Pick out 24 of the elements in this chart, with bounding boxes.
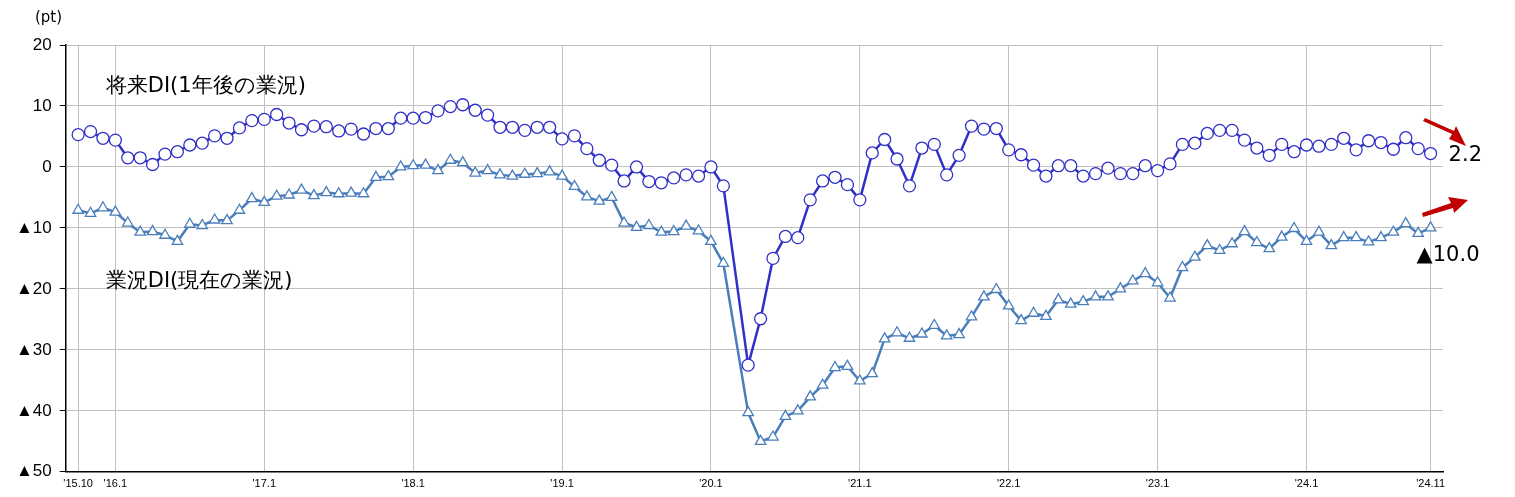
y-tick-label: ▲20: [15, 278, 52, 298]
x-tick-label: '23.1: [1145, 477, 1170, 490]
x-tick-label: '18.1: [401, 477, 425, 490]
x-tick-label: '17.1: [252, 477, 277, 490]
annotation: ▲10.0: [1416, 242, 1480, 267]
x-tick-label: '20.1: [699, 477, 723, 490]
x-tick-label: '22.1: [996, 477, 1021, 490]
y-tick-label: 10: [32, 95, 52, 115]
y-tick-label: ▲30: [15, 339, 52, 359]
y-tick-label: 0: [42, 156, 52, 176]
y-tick-label: ▲50: [15, 461, 52, 481]
y-tick-label: ▲10: [15, 217, 52, 237]
y-tick-label: 20: [32, 34, 52, 54]
x-tick-label: '21.1: [848, 477, 872, 490]
y-axis-title: (pt): [35, 7, 63, 26]
y-tick-label: ▲40: [15, 400, 52, 420]
x-tick-label: '15.10: [63, 477, 93, 490]
x-tick-label: '24.1: [1294, 477, 1319, 490]
x-tick-label: '16.1: [103, 477, 128, 490]
x-tick-label: '24.11: [1416, 477, 1445, 490]
x-tick-label: '19.1: [550, 477, 574, 490]
series-label: 将来DI(1年後の業況): [104, 73, 306, 98]
series-label: 業況DI(現在の業況): [105, 268, 293, 293]
annotation: 2.2: [1448, 141, 1482, 166]
